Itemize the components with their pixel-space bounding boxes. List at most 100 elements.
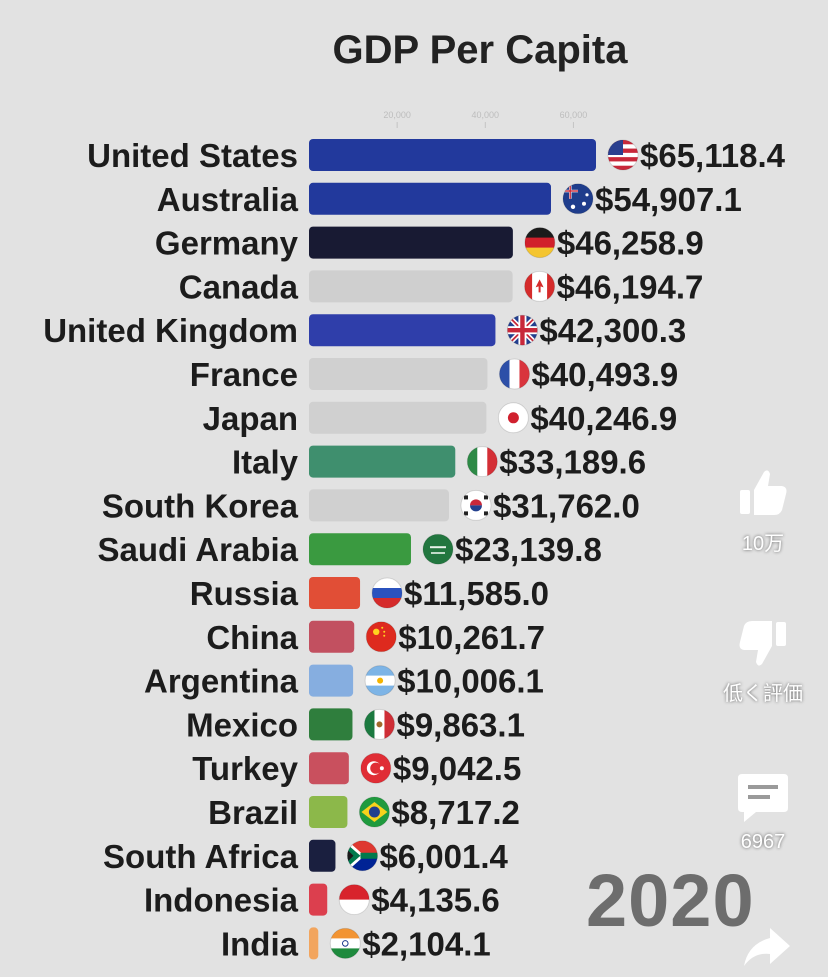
- bar-row: Argentina $10,006.1: [144, 663, 544, 700]
- bar: [309, 708, 353, 741]
- sa-flag-icon: [422, 534, 453, 565]
- bar: [309, 182, 551, 215]
- category-label: Italy: [232, 444, 299, 481]
- category-label: Saudi Arabia: [98, 531, 299, 568]
- us-flag-icon: [608, 140, 638, 170]
- x-tick-label: 40,000: [472, 110, 500, 120]
- bar-row: Russia $11,585.0: [190, 575, 549, 612]
- value-label: $23,139.8: [455, 531, 602, 568]
- bar: [309, 139, 596, 171]
- it-flag-icon: [467, 446, 498, 477]
- ru-flag-icon: [372, 578, 403, 608]
- value-label: $65,118.4: [640, 137, 786, 174]
- value-label: $8,717.2: [391, 794, 519, 831]
- bar-row: Brazil $8,717.2: [208, 794, 520, 831]
- value-label: $10,261.7: [398, 619, 545, 656]
- category-label: United States: [87, 137, 298, 174]
- year-label: 2020: [586, 859, 755, 942]
- bar-row: United Kingdom $42,300.3: [43, 312, 686, 349]
- thumbs-up-icon: [740, 470, 787, 515]
- value-label: $40,493.9: [531, 356, 678, 393]
- category-label: South Africa: [103, 838, 299, 875]
- bar-row: Australia $54,907.1: [157, 181, 742, 218]
- tr-flag-icon: [360, 753, 391, 784]
- kr-flag-icon: [460, 490, 491, 521]
- value-label: $6,001.4: [379, 838, 508, 875]
- category-label: France: [190, 356, 298, 393]
- chart-title: GDP Per Capita: [332, 28, 628, 72]
- bar-row: United States $65,118.4: [87, 137, 786, 174]
- bar: [309, 401, 487, 434]
- like-button[interactable]: 10万: [708, 464, 818, 556]
- like-count: 10万: [741, 533, 785, 555]
- bar: [309, 358, 488, 390]
- bar-row: Japan $40,246.9: [203, 400, 678, 437]
- za-flag-icon: [347, 840, 378, 871]
- value-label: $46,258.9: [557, 225, 704, 262]
- gb-flag-icon: [507, 315, 538, 346]
- value-label: $33,189.6: [499, 444, 646, 481]
- au-flag-icon: [562, 183, 593, 214]
- dislike-label: 低く評価: [723, 683, 803, 705]
- de-flag-icon: [524, 227, 555, 258]
- bar-row: Canada $46,194.7: [179, 268, 704, 305]
- value-label: $2,104.1: [362, 925, 490, 962]
- bar: [309, 226, 513, 259]
- category-label: United Kingdom: [43, 312, 298, 349]
- bar-row: Indonesia $4,135.6: [144, 882, 500, 919]
- value-label: $9,042.5: [393, 750, 521, 787]
- category-label: China: [206, 619, 298, 656]
- bar-row: South Korea $31,762.0: [102, 487, 640, 524]
- bar: [309, 927, 319, 960]
- cn-flag-icon: [366, 621, 397, 652]
- category-label: Canada: [179, 268, 299, 305]
- share-button[interactable]: [712, 922, 822, 977]
- br-flag-icon: [359, 797, 390, 827]
- comments-button[interactable]: 6967: [708, 768, 818, 854]
- category-label: Indonesia: [144, 882, 299, 919]
- fr-flag-icon: [499, 359, 530, 389]
- value-label: $46,194.7: [557, 268, 704, 305]
- bar: [309, 270, 513, 303]
- x-tick-label: 60,000: [560, 110, 588, 120]
- bar: [309, 752, 349, 785]
- ar-flag-icon: [365, 665, 396, 696]
- dislike-button[interactable]: 低く評価: [708, 614, 818, 706]
- mx-flag-icon: [364, 709, 395, 740]
- bar: [309, 620, 355, 653]
- value-label: $10,006.1: [397, 663, 544, 700]
- category-label: Argentina: [144, 663, 299, 700]
- value-label: $31,762.0: [493, 487, 640, 524]
- value-label: $11,585.0: [404, 575, 549, 612]
- x-tick-label: 20,000: [383, 110, 411, 120]
- bar-row: India $2,104.1: [221, 925, 491, 962]
- thumbs-down-icon: [739, 621, 786, 666]
- category-label: Australia: [157, 181, 299, 218]
- bar: [309, 489, 449, 522]
- value-label: $40,246.9: [530, 400, 677, 437]
- category-label: Russia: [190, 575, 299, 612]
- share-icon: [744, 928, 790, 966]
- bar-row: Germany $46,258.9: [155, 225, 704, 262]
- bar: [309, 883, 328, 916]
- bar: [309, 839, 336, 872]
- x-axis-ticks: 20,000 40,000 60,000: [383, 110, 587, 128]
- comment-count: 6967: [740, 831, 786, 853]
- value-label: $54,907.1: [595, 181, 742, 218]
- value-label: $9,863.1: [396, 706, 524, 743]
- category-label: South Korea: [102, 487, 299, 524]
- bar-row: China $10,261.7: [206, 619, 545, 656]
- category-label: India: [221, 925, 299, 962]
- category-label: Germany: [155, 225, 299, 262]
- bar-row: France $40,493.9: [190, 356, 679, 393]
- bar-row: Italy $33,189.6: [232, 444, 646, 481]
- category-label: Japan: [203, 400, 298, 437]
- id-flag-icon: [339, 884, 370, 915]
- category-label: Brazil: [208, 794, 298, 831]
- bar: [309, 577, 361, 609]
- bar-row: Turkey $9,042.5: [192, 750, 521, 787]
- bar: [309, 445, 456, 478]
- category-label: Mexico: [186, 706, 298, 743]
- bar-row: Saudi Arabia $23,139.8: [98, 531, 602, 568]
